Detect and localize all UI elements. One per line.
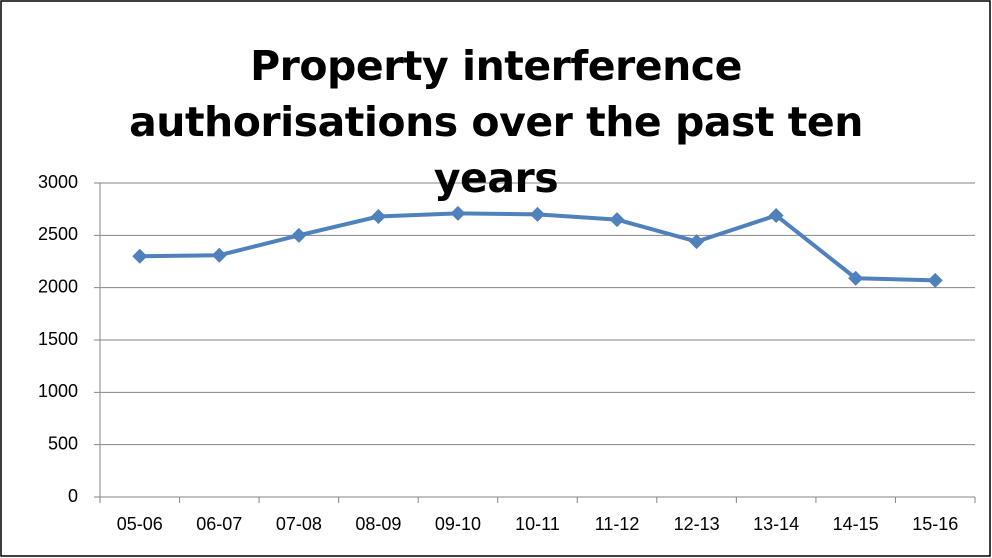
- y-tick-label: 3000: [38, 172, 78, 192]
- y-tick-label: 2500: [38, 224, 78, 244]
- data-point: [132, 248, 148, 264]
- x-tick-label: 14-15: [833, 514, 879, 534]
- data-point: [848, 270, 864, 286]
- y-tick-label: 0: [68, 486, 78, 506]
- x-tick-label: 10-11: [515, 514, 560, 534]
- series-line: [139, 211, 936, 283]
- data-point: [530, 206, 545, 222]
- x-tick-label: 12-13: [674, 514, 720, 534]
- chart-title: Property interference authorisations ove…: [129, 42, 863, 202]
- data-point: [211, 247, 227, 263]
- y-tick-label: 1000: [38, 381, 78, 401]
- x-tick-label: 08-09: [355, 514, 401, 534]
- y-tick-label: 1500: [38, 329, 78, 349]
- x-tick-label: 09-10: [435, 514, 481, 534]
- x-tick-label: 13-14: [753, 514, 799, 534]
- data-point: [450, 205, 466, 221]
- data-point: [291, 227, 307, 243]
- data-point: [609, 212, 625, 228]
- y-tick-label: 500: [48, 433, 78, 453]
- data-point: [689, 234, 705, 250]
- data-point: [768, 207, 784, 223]
- data-point: [370, 208, 386, 224]
- x-tick-label: 05-06: [117, 514, 163, 534]
- x-tick-label: 07-08: [276, 514, 322, 534]
- y-tick-label: 2000: [38, 276, 78, 296]
- x-tick-label: 06-07: [196, 514, 242, 534]
- data-point: [927, 272, 943, 288]
- x-tick-label: 11-12: [595, 514, 640, 534]
- x-tick-label: 15-16: [912, 514, 958, 534]
